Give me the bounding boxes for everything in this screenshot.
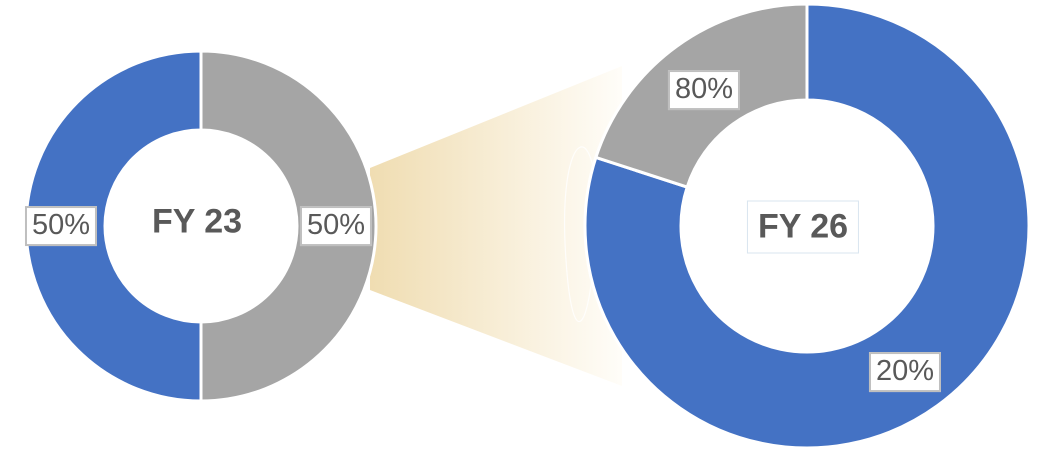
data-label-fy23-blue: 50% [24,206,98,246]
data-label-fy26-grey: 20% [868,352,942,392]
donut-fy26-slice-0 [583,2,1031,450]
donut-fy23-slice-0 [199,49,378,403]
data-label-fy26-blue: 80% [667,70,741,110]
donut-fy26-title: FY 26 [746,200,860,254]
data-label-fy23-grey: 50% [299,206,373,246]
zoom-connector [370,66,622,386]
donut-fy23-slice-1 [24,49,203,403]
donut-fy23 [24,49,378,403]
donut-fy23-title: FY 23 [151,202,243,241]
